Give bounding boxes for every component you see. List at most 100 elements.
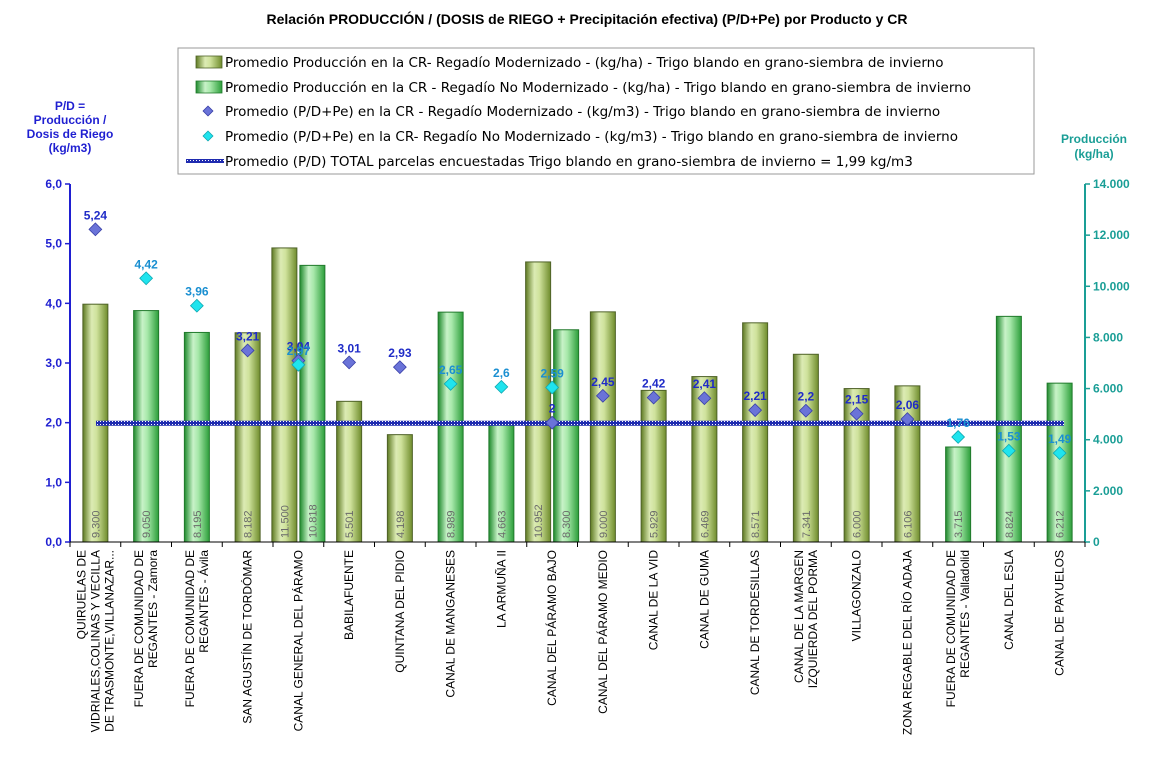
category-label: CANAL DE GUMA bbox=[697, 550, 711, 649]
chart-title: Relación PRODUCCIÓN / (DOSIS de RIEGO + … bbox=[266, 10, 907, 27]
bar-no-modernizado-label: 9.050 bbox=[141, 510, 153, 538]
category-label: QUIRUELAS DE bbox=[74, 550, 88, 639]
category-label: CANAL DEL PÁRAMO MEDIO bbox=[595, 550, 610, 714]
bar-no-modernizado-label: 4.663 bbox=[496, 510, 508, 538]
point-no-modernizado bbox=[494, 379, 509, 394]
bar-modernizado bbox=[234, 332, 261, 543]
axes: 0,0 1,0 2,0 3,0 4,0 5,0 6,0 0 2.000 4.000 6.000 8.0… bbox=[45, 177, 1130, 549]
category-label: REGANTES - Valladolid bbox=[958, 550, 972, 678]
point-modernizado-label: 2,2 bbox=[798, 390, 815, 404]
point-no-modernizado bbox=[951, 430, 966, 444]
point-modernizado-label: 2,41 bbox=[693, 377, 717, 391]
bar-no-modernizado bbox=[437, 311, 464, 543]
legend-frame bbox=[177, 47, 1035, 175]
point-no-modernizado bbox=[1001, 443, 1016, 458]
category-label: LA ARMUÑA II bbox=[494, 550, 508, 628]
point-modernizado bbox=[392, 360, 407, 375]
bar-modernizado-label: 5.501 bbox=[344, 510, 356, 538]
category-label: BABILAFUENTE bbox=[342, 550, 356, 640]
legend-marker-point-no-modernizado bbox=[202, 130, 214, 142]
point-no-modernizado-label: 4,42 bbox=[134, 257, 158, 271]
right-axis-title-line: (kg/ha) bbox=[1074, 147, 1113, 161]
legend: Promedio Producción en la CR- Regadío Mo… bbox=[177, 47, 1035, 175]
category-label: CANAL DE MANGANESES bbox=[444, 550, 458, 698]
point-modernizado bbox=[595, 388, 610, 403]
point-modernizado-label: 2,15 bbox=[845, 393, 869, 407]
legend-swatch-bar-no-modernizado bbox=[195, 80, 223, 94]
bar-no-modernizado bbox=[553, 329, 580, 543]
point-modernizado bbox=[798, 403, 813, 418]
point-modernizado-label: 5,24 bbox=[84, 208, 108, 222]
left-axis-title-line: Dosis de Riego bbox=[27, 127, 114, 141]
category-label: QUINTANA DEL PIDIO bbox=[393, 550, 407, 673]
legend-label-bar-no-modernizado: Promedio Producción en la CR - Regadío N… bbox=[225, 80, 971, 96]
bar-no-modernizado bbox=[133, 310, 160, 543]
bar-layer: 9.300 9.050 8.195 8.182 11.500 10.818 5.501 4.1… bbox=[82, 247, 1073, 543]
legend-swatch-bar-modernizado bbox=[195, 55, 223, 69]
point-no-modernizado-label: 2,6 bbox=[493, 366, 510, 380]
left-tick-label: 4,0 bbox=[45, 296, 62, 310]
bar-modernizado-label: 5.929 bbox=[649, 510, 661, 538]
left-tick-label: 5,0 bbox=[45, 237, 62, 251]
legend-label-point-no-modernizado: Promedio (P/D+Pe) en la CR- Regadío No M… bbox=[225, 129, 958, 145]
point-modernizado-label: 3,04 bbox=[287, 340, 311, 354]
bar-no-modernizado bbox=[299, 264, 326, 543]
category-label: CANAL DE TORDESILLAS bbox=[748, 550, 762, 695]
point-layer: 5,24 3,21 3,04 3,01 2,93 2 2,45 2,42 2,41 2,21 2,2… bbox=[84, 208, 1072, 461]
legend-label-reference-line: Promedio (P/D) TOTAL parcelas encuestada… bbox=[225, 154, 913, 170]
legend-line-reference bbox=[186, 159, 224, 163]
point-no-modernizado-label: 2,97 bbox=[287, 344, 311, 358]
category-label: CANAL GENERAL DEL PÁRAMO bbox=[290, 550, 305, 731]
left-axis-title-line: (kg/m3) bbox=[49, 141, 92, 155]
bar-no-modernizado-label: 6.212 bbox=[1055, 510, 1067, 538]
point-modernizado-label: 2 bbox=[549, 402, 556, 416]
bar-modernizado bbox=[525, 261, 552, 543]
category-label: IZQUIERDA DEL PORMA bbox=[806, 550, 820, 688]
reference-line bbox=[96, 420, 1064, 426]
bar-modernizado-label: 6.469 bbox=[699, 510, 711, 538]
left-tick-label: 6,0 bbox=[45, 177, 62, 191]
point-modernizado bbox=[748, 403, 763, 418]
bar-modernizado-label: 6.106 bbox=[902, 510, 914, 538]
point-modernizado bbox=[88, 222, 103, 237]
bar-modernizado-label: 6.000 bbox=[852, 510, 864, 538]
bar-modernizado bbox=[640, 389, 667, 543]
right-tick-label: 14.000 bbox=[1093, 177, 1130, 191]
bar-no-modernizado-label: 8.989 bbox=[446, 510, 458, 538]
point-no-modernizado-label: 1,76 bbox=[946, 416, 970, 430]
point-modernizado bbox=[697, 391, 712, 406]
legend-marker-point-modernizado bbox=[202, 105, 214, 117]
point-no-modernizado bbox=[139, 271, 154, 286]
bar-modernizado-label: 11.500 bbox=[279, 505, 291, 538]
point-modernizado bbox=[342, 355, 357, 370]
right-tick-label: 10.000 bbox=[1093, 279, 1130, 293]
left-axis-title-line: Producción / bbox=[34, 113, 107, 127]
bar-no-modernizado-label: 10.818 bbox=[307, 504, 319, 538]
point-no-modernizado bbox=[443, 376, 458, 391]
point-modernizado bbox=[646, 390, 661, 405]
bar-modernizado bbox=[589, 311, 616, 543]
bar-no-modernizado-label: 8.824 bbox=[1004, 510, 1016, 538]
category-label: SAN AGUSTÍN DE TORDÓMAR bbox=[240, 550, 255, 724]
point-no-modernizado bbox=[189, 298, 204, 313]
category-label: DE TRASMONTE,VILLANAZAR... bbox=[102, 550, 116, 732]
bar-modernizado-label: 9.000 bbox=[598, 510, 610, 538]
category-label: CANAL DEL PÁRAMO BAJO bbox=[544, 550, 559, 706]
point-modernizado-label: 2,45 bbox=[591, 375, 615, 389]
left-axis-title-line: P/D = bbox=[55, 99, 85, 113]
bar-modernizado-label: 7.341 bbox=[801, 510, 813, 538]
point-modernizado-label: 3,01 bbox=[337, 341, 361, 355]
category-label: ZONA REGABLE DEL RÍO ADAJA bbox=[899, 550, 914, 735]
category-label: REGANTES - Zamora bbox=[146, 550, 160, 668]
right-axis-title: Producción (kg/ha) bbox=[1061, 132, 1127, 161]
bar-modernizado bbox=[742, 322, 769, 543]
legend-label-point-modernizado: Promedio (P/D+Pe) en la CR - Regadío Mod… bbox=[225, 104, 940, 120]
right-tick-label: 4.000 bbox=[1093, 433, 1123, 447]
point-no-modernizado-label: 1,53 bbox=[997, 430, 1021, 444]
right-tick-label: 12.000 bbox=[1093, 228, 1130, 242]
left-tick-label: 3,0 bbox=[45, 356, 62, 370]
point-no-modernizado-label: 2,65 bbox=[439, 363, 463, 377]
bar-no-modernizado-label: 8.300 bbox=[561, 510, 573, 538]
bar-modernizado-label: 10.952 bbox=[533, 504, 545, 538]
